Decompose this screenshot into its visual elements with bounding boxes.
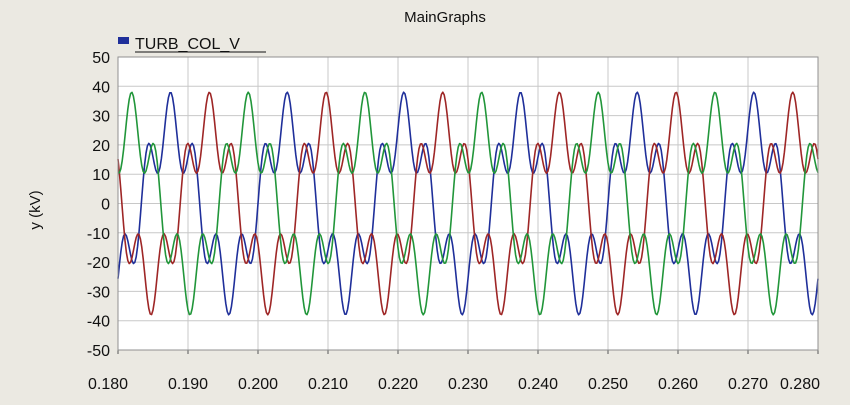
x-tick-label: 0.260 [658, 376, 698, 393]
y-tick-label: 30 [92, 109, 110, 126]
series-line-3 [117, 91, 819, 316]
x-tick-label: 0.240 [518, 376, 558, 393]
x-tick-label: 0.250 [588, 376, 628, 393]
y-axis: 50 40 30 20 10 0 -10 -20 -30 -40 -50 [87, 50, 110, 360]
x-tick-label: 0.230 [448, 376, 488, 393]
y-tick-label: 40 [92, 79, 110, 96]
x-tick-label: 0.210 [308, 376, 348, 393]
x-tick-label: 0.270 [728, 376, 768, 393]
legend-swatch-1 [118, 37, 129, 44]
series-line-1 [117, 91, 819, 316]
x-axis: 0.180 0.190 0.200 0.210 0.220 0.230 0.240 0.250… [88, 350, 820, 393]
y-tick-label: 50 [92, 50, 110, 67]
y-tick-label: -20 [87, 255, 110, 272]
y-axis-label: y (kV) [27, 190, 44, 229]
x-tick-label: 0.220 [378, 376, 418, 393]
y-tick-label: -30 [87, 284, 110, 301]
y-tick-label: 0 [101, 197, 110, 214]
x-tick-label: 0.180 [88, 376, 128, 393]
series-line-2 [117, 91, 819, 316]
legend-label-1: TURB_COL_V [135, 36, 240, 53]
y-tick-label: 20 [92, 138, 110, 155]
legend: TURB_COL_V [118, 36, 266, 53]
series-layer [117, 91, 819, 316]
y-tick-label: -40 [87, 314, 110, 331]
x-tick-label: 0.190 [168, 376, 208, 393]
y-tick-label: 10 [92, 167, 110, 184]
x-tick-label: 0.280 [780, 376, 820, 393]
y-tick-label: -10 [87, 226, 110, 243]
plot-frame [117, 56, 819, 351]
y-tick-label: -50 [87, 343, 110, 360]
chart-title: MainGraphs [404, 9, 486, 26]
x-tick-label: 0.200 [238, 376, 278, 393]
